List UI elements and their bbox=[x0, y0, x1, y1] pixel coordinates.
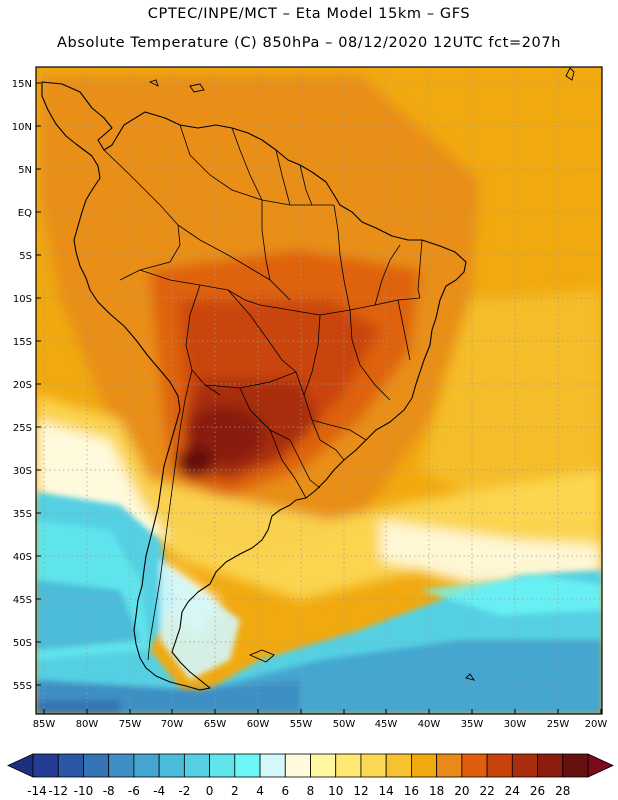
colorbar-swatch bbox=[108, 753, 135, 778]
longitude-labels: 85W 80W 75W 70W 65W 60W 55W 50W 45W 40W … bbox=[33, 719, 608, 730]
country-borders bbox=[103, 124, 423, 661]
lat-label: 50S bbox=[13, 638, 32, 649]
colorbar-under-arrow bbox=[7, 753, 34, 778]
lat-label: 30S bbox=[13, 466, 32, 477]
lon-label: 60W bbox=[247, 719, 270, 730]
temperature-field bbox=[36, 67, 602, 714]
lon-label: 20W bbox=[585, 719, 608, 730]
colorbar-label: 10 bbox=[328, 784, 343, 798]
map-frame bbox=[35, 66, 603, 715]
colorbar-label: 2 bbox=[231, 784, 239, 798]
continent-outline bbox=[41, 81, 467, 691]
lat-label: 40S bbox=[13, 552, 32, 563]
colorbar-swatch bbox=[310, 753, 337, 778]
lon-label: 65W bbox=[204, 719, 227, 730]
colorbar-swatch bbox=[234, 753, 261, 778]
lon-label: 75W bbox=[119, 719, 142, 730]
colorbar-label: 12 bbox=[353, 784, 368, 798]
lon-label: 35W bbox=[461, 719, 484, 730]
colorbar-swatch bbox=[158, 753, 185, 778]
colorbar-label: 28 bbox=[555, 784, 570, 798]
lon-label: 80W bbox=[76, 719, 99, 730]
colorbar-label: 18 bbox=[429, 784, 444, 798]
lat-label: 35S bbox=[13, 509, 32, 520]
colorbar-swatch bbox=[83, 753, 110, 778]
colorbar: -14 -12 -10 -8 -6 -4 -2 0 2 4 6 8 10 12 14 16 18 20 22 24 26… bbox=[7, 753, 614, 798]
colorbar-label: -14 bbox=[27, 784, 47, 798]
colorbar-swatch bbox=[511, 753, 538, 778]
islands bbox=[148, 67, 575, 681]
colorbar-swatch bbox=[537, 753, 564, 778]
colorbar-label: 8 bbox=[307, 784, 315, 798]
colorbar-label: 14 bbox=[379, 784, 394, 798]
colorbar-swatch bbox=[32, 753, 59, 778]
lat-label: 25S bbox=[13, 423, 32, 434]
colorbar-swatch bbox=[209, 753, 236, 778]
colorbar-label: 20 bbox=[454, 784, 469, 798]
lon-label: 70W bbox=[161, 719, 184, 730]
lon-label: 30W bbox=[504, 719, 527, 730]
colorbar-swatch bbox=[259, 753, 286, 778]
colorbar-swatch bbox=[335, 753, 362, 778]
colorbar-label: 22 bbox=[479, 784, 494, 798]
lat-label: 10S bbox=[13, 294, 32, 305]
colorbar-label: -8 bbox=[103, 784, 115, 798]
colorbar-swatch bbox=[486, 753, 513, 778]
title-model-line: CPTEC/INPE/MCT – Eta Model 15km – GFS bbox=[147, 6, 471, 22]
colorbar-label: 26 bbox=[530, 784, 545, 798]
colorbar-swatch bbox=[562, 753, 589, 778]
colorbar-label: 0 bbox=[206, 784, 214, 798]
colorbar-swatch bbox=[411, 753, 438, 778]
colorbar-label: 24 bbox=[505, 784, 520, 798]
colorbar-label: 4 bbox=[256, 784, 264, 798]
colorbar-label: -6 bbox=[128, 784, 140, 798]
colorbar-swatch bbox=[385, 753, 412, 778]
colorbar-label: 6 bbox=[281, 784, 289, 798]
colorbar-label: -10 bbox=[74, 784, 94, 798]
lon-label: 55W bbox=[290, 719, 313, 730]
colorbar-label: -12 bbox=[48, 784, 68, 798]
title-field-line: Absolute Temperature (C) 850hPa – 08/12/… bbox=[57, 35, 561, 51]
colorbar-swatch bbox=[461, 753, 488, 778]
lon-label: 50W bbox=[333, 719, 356, 730]
colorbar-label: -4 bbox=[153, 784, 165, 798]
lon-label: 25W bbox=[547, 719, 570, 730]
colorbar-swatch bbox=[360, 753, 387, 778]
lon-label: 40W bbox=[418, 719, 441, 730]
lat-label: 10N bbox=[12, 122, 32, 133]
colorbar-swatch bbox=[436, 753, 463, 778]
lat-label: 20S bbox=[13, 380, 32, 391]
lat-label: 45S bbox=[13, 595, 32, 606]
colorbar-swatch bbox=[183, 753, 210, 778]
lat-label: 5S bbox=[19, 251, 32, 262]
lon-label: 85W bbox=[33, 719, 56, 730]
lat-label: 15N bbox=[12, 79, 32, 90]
latitude-labels: 15N 10N 5N EQ 5S 10S 15S 20S 25S 30S 35S… bbox=[12, 79, 32, 692]
colorbar-label: 16 bbox=[404, 784, 419, 798]
lat-label: 15S bbox=[13, 337, 32, 348]
lat-label: EQ bbox=[18, 208, 32, 219]
lat-label: 55S bbox=[13, 681, 32, 692]
colorbar-swatch bbox=[133, 753, 160, 778]
lat-label: 5N bbox=[18, 165, 32, 176]
colorbar-over-arrow bbox=[587, 753, 614, 778]
colorbar-swatch bbox=[284, 753, 311, 778]
lon-label: 45W bbox=[375, 719, 398, 730]
colorbar-label: -2 bbox=[178, 784, 190, 798]
colorbar-swatch bbox=[57, 753, 84, 778]
